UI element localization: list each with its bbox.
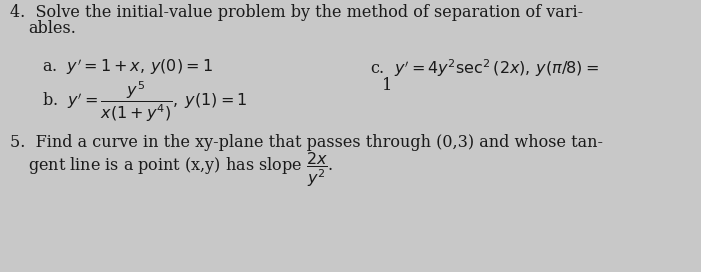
Text: c.  $y' = 4y^2 \sec^2(2x),\, y(\pi/8) =$: c. $y' = 4y^2 \sec^2(2x),\, y(\pi/8) =$ bbox=[370, 57, 599, 79]
Text: gent line is a point (x,y) has slope $\dfrac{2x}{y^2}$.: gent line is a point (x,y) has slope $\d… bbox=[28, 150, 334, 189]
Text: 1: 1 bbox=[382, 77, 393, 94]
Text: b.  $y' = \dfrac{y^5}{x(1+y^4)},\; y(1) = 1$: b. $y' = \dfrac{y^5}{x(1+y^4)},\; y(1) =… bbox=[42, 80, 247, 124]
Text: ables.: ables. bbox=[28, 20, 76, 37]
Text: a.  $y' = 1 + x,\, y(0) = 1$: a. $y' = 1 + x,\, y(0) = 1$ bbox=[42, 57, 213, 77]
Text: 4.  Solve the initial-value problem by the method of separation of vari-: 4. Solve the initial-value problem by th… bbox=[10, 4, 583, 21]
Text: 5.  Find a curve in the xy-plane that passes through (0,3) and whose tan-: 5. Find a curve in the xy-plane that pas… bbox=[10, 134, 603, 151]
